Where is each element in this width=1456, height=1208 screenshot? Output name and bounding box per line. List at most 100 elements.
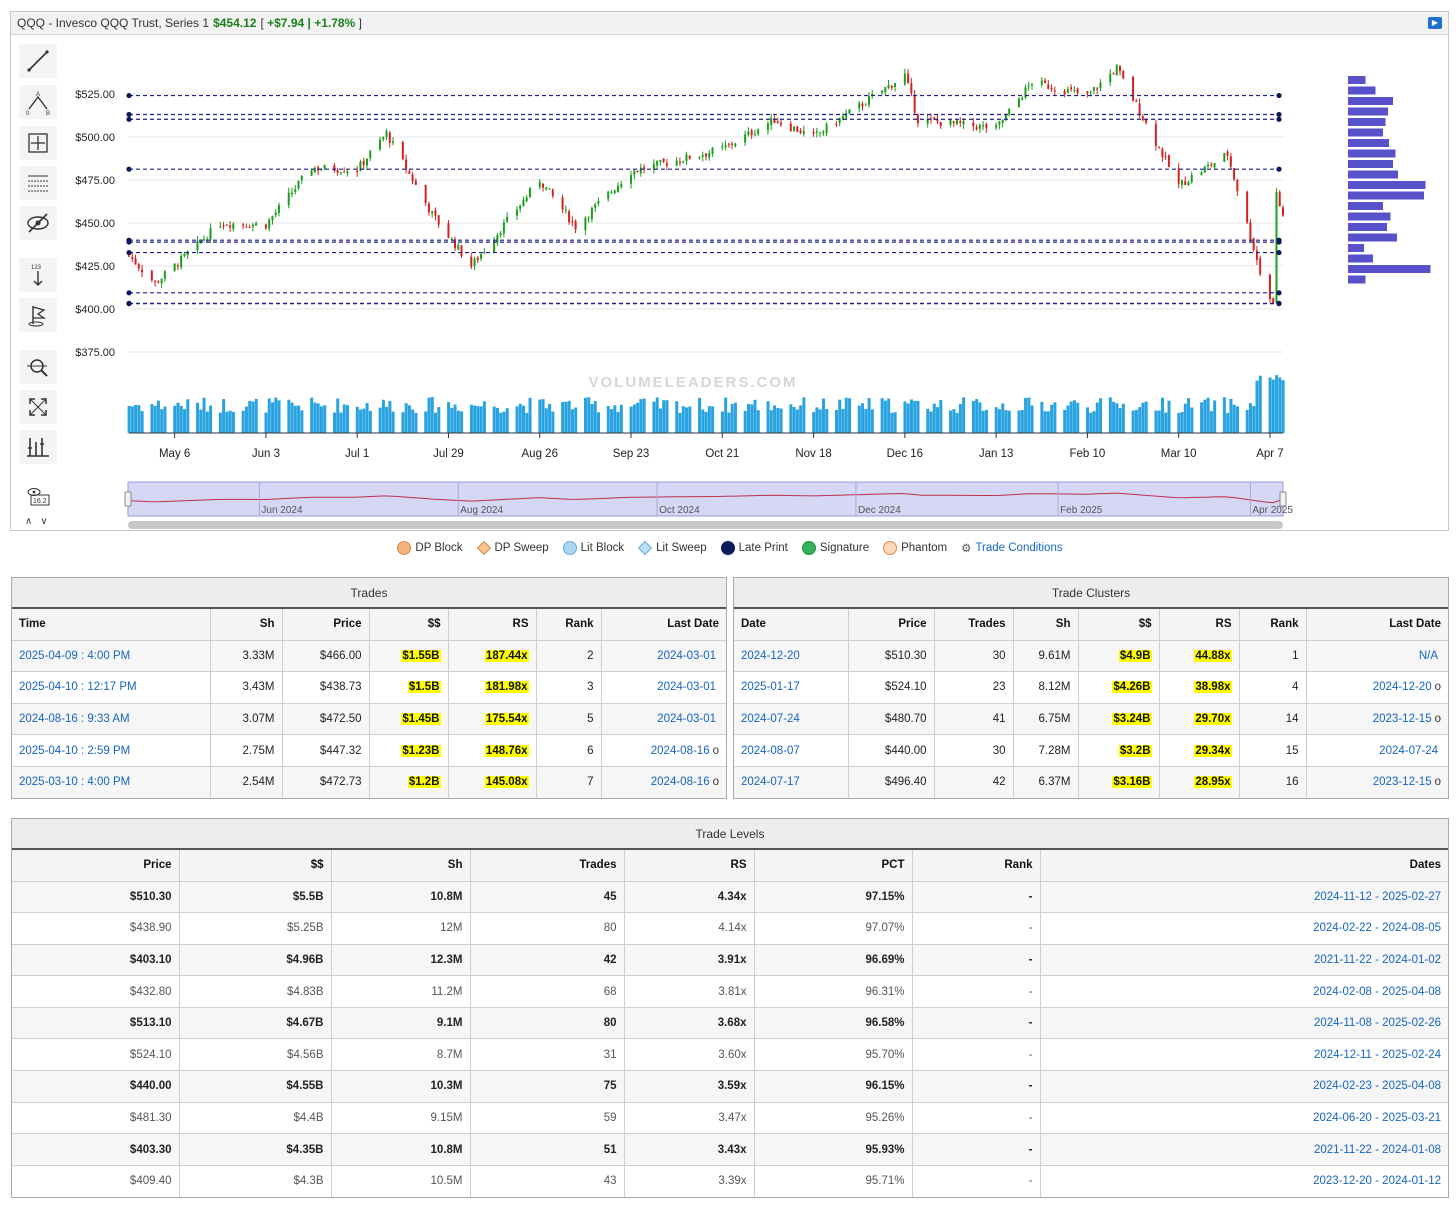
eye-settings-tool[interactable]: 16.2 [19,480,57,514]
legend-lit-sweep[interactable]: Lit Sweep [634,540,707,556]
candle-body [1282,207,1284,216]
dates-cell: 2023-12-20 - 2024-01-12 [1040,1165,1448,1197]
candle-body [242,224,245,226]
navigator-handle-left[interactable] [124,491,132,507]
cluster-date-link[interactable]: 2025-01-17 [741,681,800,694]
indicators-tool[interactable] [19,430,57,464]
trade-time-link[interactable]: 2025-03-10 : 4:00 PM [19,776,131,789]
fullscreen-tool[interactable] [19,390,57,424]
cluster-date-link[interactable]: 2024-12-20 [741,649,800,662]
dates-link[interactable]: 2021-11-22 - 2024-01-08 [1313,1143,1441,1156]
line-draw-tool[interactable] [19,44,57,78]
col-dollars[interactable]: $$ [179,850,332,882]
dates-link[interactable]: 2024-12-11 - 2025-02-24 [1313,1048,1441,1061]
cluster-date-link[interactable]: 2024-07-17 [741,776,800,789]
volume-bar [1252,405,1256,433]
col-rank[interactable]: Rank [1239,609,1307,641]
trade-time-link[interactable]: 2024-08-16 : 9:33 AM [19,712,130,725]
navigator-handle-right[interactable] [1279,491,1287,507]
col-price[interactable]: Price [282,609,370,641]
zoom-tool[interactable] [19,350,57,384]
legend-trade-conditions[interactable]: ⚙ Trade Conditions [961,542,1063,555]
legend-lit-block[interactable]: Lit Block [559,541,624,555]
col-rs[interactable]: RS [448,609,537,641]
col-sh[interactable]: Sh [210,609,283,641]
last-date-link[interactable]: 2024-07-24 [1379,744,1438,757]
dates-link[interactable]: 2021-11-22 - 2024-01-02 [1313,953,1441,966]
navigator-scrollbar[interactable] [128,521,1283,529]
trade-time-link[interactable]: 2025-04-09 : 4:00 PM [19,649,131,662]
legend-dp-block[interactable]: DP Block [393,541,463,555]
volume-bar [746,403,750,433]
hide-drawings-tool[interactable] [19,206,57,240]
dates-link[interactable]: 2024-02-23 - 2025-04-08 [1313,1080,1441,1093]
last-date-cell: 2024-03-01 [601,640,726,673]
dollars-cell: $5.25B [179,912,332,945]
col-last-date[interactable]: Last Date [1306,609,1448,641]
dates-link[interactable]: 2023-12-20 - 2024-01-12 [1313,1175,1441,1188]
col-rank[interactable]: Rank [912,850,1041,882]
col-sh[interactable]: Sh [1013,609,1079,641]
last-date-link[interactable]: 2023-12-15 [1372,776,1432,789]
col-last-date[interactable]: Last Date [601,609,726,641]
last-date-link[interactable]: 2024-08-16 [650,744,710,757]
volume-bar [1007,410,1011,433]
col-price[interactable]: Price [12,850,180,882]
flag-tool[interactable] [19,298,57,332]
col-rank[interactable]: Rank [536,609,602,641]
cluster-date-link[interactable]: 2024-07-24 [741,712,800,725]
col-rs[interactable]: RS [624,850,755,882]
dates-link[interactable]: 2024-06-20 - 2025-03-21 [1313,1111,1441,1124]
last-date-link[interactable]: 2024-03-01 [657,712,716,725]
dates-link[interactable]: 2024-02-08 - 2025-04-08 [1313,985,1441,998]
dates-link[interactable]: 2024-11-12 - 2025-02-27 [1313,890,1441,903]
clusters-title: Trade Clusters [734,578,1448,609]
last-date-link[interactable]: 2023-12-15 [1372,712,1432,725]
last-date-link[interactable]: 2024-03-01 [657,649,716,662]
col-dollars[interactable]: $$ [369,609,449,641]
col-time[interactable]: Time [12,609,211,641]
col-trades[interactable]: Trades [934,609,1014,641]
fibonacci-tool[interactable]: A 0 B [19,85,57,119]
last-date-link[interactable]: 2024-12-20 [1372,681,1432,694]
scroll-arrows[interactable]: ∧∨ [25,516,56,527]
last-date-link[interactable]: N/A [1418,649,1438,662]
candle-body [796,126,799,132]
x-tick-label: Jun 3 [252,448,280,460]
col-pct[interactable]: PCT [754,850,913,882]
grid-lines-tool[interactable] [19,166,57,200]
col-rs[interactable]: RS [1159,609,1240,641]
col-price[interactable]: Price [848,609,935,641]
col-date[interactable]: Date [734,609,849,641]
col-dates[interactable]: Dates [1040,850,1448,882]
volume-bar [570,409,574,433]
last-date-link[interactable]: 2024-08-16 [650,776,710,789]
rs-cell: 3.39x [624,1165,755,1197]
col-sh[interactable]: Sh [331,850,471,882]
legend-phantom[interactable]: Phantom [879,541,947,555]
crosshair-tool[interactable] [19,126,57,160]
trade-time-link[interactable]: 2025-04-10 : 12:17 PM [19,681,137,694]
dates-link[interactable]: 2024-02-22 - 2024-08-05 [1313,922,1441,935]
legend-late-print[interactable]: Late Print [717,541,788,555]
trade-time-link[interactable]: 2025-04-10 : 2:59 PM [19,744,131,757]
price-label-tool[interactable]: 123 [19,258,57,292]
volume-bar [707,406,711,433]
col-dollars[interactable]: $$ [1078,609,1160,641]
candle-body [522,199,525,207]
svg-text:0: 0 [26,111,30,115]
last-date-link[interactable]: 2024-03-01 [657,681,716,694]
trades-cell: 59 [470,1102,625,1135]
col-trades[interactable]: Trades [470,850,625,882]
sh-cell: 6.37M [1013,766,1079,798]
candle-body [1096,88,1099,90]
candle-body [154,280,157,282]
legend-dp-sweep[interactable]: DP Sweep [473,540,549,556]
cluster-date-link[interactable]: 2024-08-07 [741,744,800,757]
chart-menu-icon[interactable]: ▶ [1428,17,1442,29]
legend-signature[interactable]: Signature [798,541,869,555]
rs-cell: 38.98x [1159,671,1240,704]
dates-link[interactable]: 2024-11-08 - 2025-02-26 [1313,1017,1441,1030]
price-chart[interactable]: $525.00 $500.00 $475.00 $450.00 $425.00 $400.… [11,36,1448,530]
candle-body [975,127,978,130]
